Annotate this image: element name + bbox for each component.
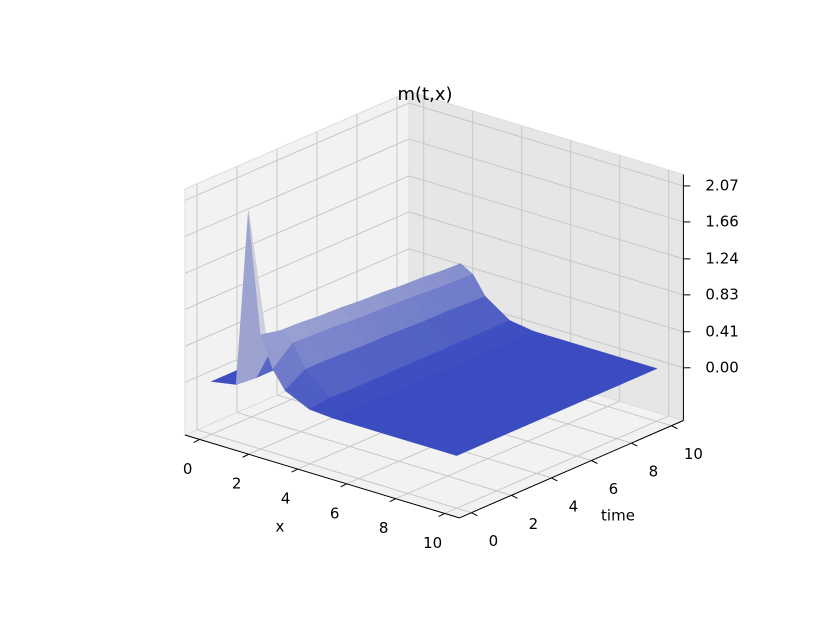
chart-title: m(t,x) (397, 84, 452, 105)
x-tick (242, 453, 249, 458)
x-axis-label: x (276, 518, 285, 536)
axis-line (184, 434, 460, 519)
grid-line (184, 138, 410, 237)
y-tick-label: 4 (569, 497, 579, 515)
surface (210, 210, 658, 456)
grid-line (184, 102, 410, 201)
grid-line (408, 248, 684, 333)
x-tick-label: 0 (183, 460, 193, 478)
x-tick-label: 6 (330, 504, 340, 522)
surface-patch (431, 439, 478, 456)
y-tick-label: 0 (489, 532, 499, 550)
x-tick (291, 468, 298, 473)
labels: 0 2 4 6 8 10 0 2 4 6 8 10 0.00 0.41 0.83 1.24 1.66 2.07 (183, 176, 739, 552)
y-tick (591, 460, 598, 464)
x-tick (193, 438, 200, 443)
y-tick-label: 10 (684, 445, 703, 463)
y-tick-label: 8 (649, 463, 659, 481)
grid-line (408, 175, 684, 260)
y-tick-label: 2 (529, 515, 539, 533)
grid-line (444, 415, 669, 514)
y-tick-label: 6 (609, 480, 619, 498)
x-tick (340, 483, 347, 488)
z-tick-label: 1.24 (705, 249, 738, 267)
axis-line (459, 420, 684, 519)
grid-line (408, 102, 684, 187)
grid-line (196, 429, 472, 514)
z-tick-label: 0.83 (705, 285, 738, 303)
grid-line (408, 211, 684, 296)
y-tick (671, 425, 678, 430)
grid-line (395, 400, 620, 500)
y-tick (631, 442, 638, 447)
grid-line (184, 211, 410, 310)
y-axis-label: time (601, 507, 635, 525)
grid-line (184, 175, 410, 274)
y-tick (471, 512, 478, 517)
z-tick-label: 0.00 (705, 358, 738, 376)
grid-line (408, 138, 684, 223)
x-tick-label: 4 (281, 490, 291, 508)
z-tick-label: 2.07 (705, 176, 738, 194)
z-tick-label: 1.66 (705, 212, 738, 230)
x-tick (438, 513, 445, 517)
x-tick-label: 8 (379, 519, 389, 537)
x-tick (389, 498, 396, 503)
grid-line (236, 411, 512, 496)
grid-line (184, 248, 410, 347)
x-tick-label: 10 (423, 534, 442, 552)
y-tick (551, 477, 558, 482)
y-tick (511, 494, 518, 499)
z-tick-label: 0.41 (705, 322, 738, 340)
x-tick-label: 2 (232, 475, 242, 493)
